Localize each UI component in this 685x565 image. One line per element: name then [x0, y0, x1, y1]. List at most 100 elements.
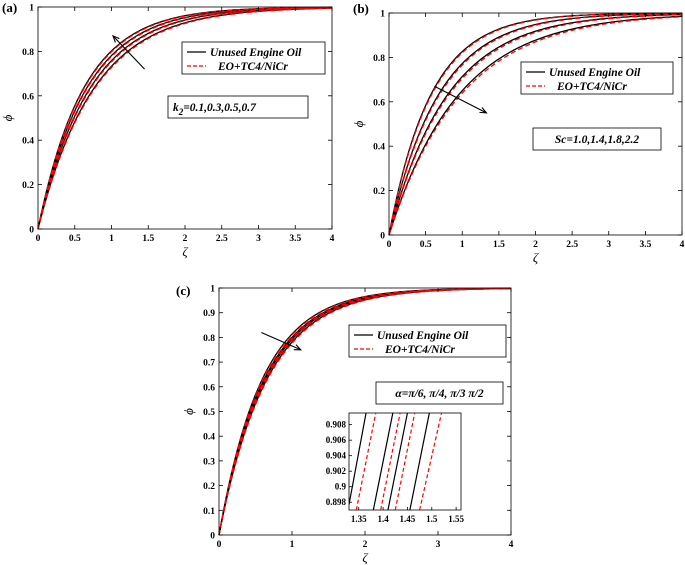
y-axis-label: ϕ — [351, 120, 366, 127]
y-tick-label: 0.8 — [22, 48, 34, 58]
panel-b: (b) 0 0.5 1 1.5 2 2.5 3 3.5 4 0 0.2 0.4 0.6 0.8 1 ζ ϕ Unus… — [351, 1, 685, 265]
y-tick-label: 0.6 — [373, 98, 385, 108]
x-axis-label: ζ — [182, 244, 188, 259]
series-line-unused-engine-oil-0 — [388, 12, 683, 236]
x-tick-label: 2 — [183, 234, 188, 244]
x-axis-label: ζ — [533, 250, 539, 265]
annotation-text: α=π/6, π/4, π/3 π/2 — [395, 388, 483, 400]
annotation-pre: k — [173, 102, 179, 114]
y-tick-label: 0.8 — [373, 54, 385, 64]
series-line-eo-tc4-nicr-7 — [218, 287, 512, 536]
inset-line-5 — [394, 413, 416, 510]
inset-x-tick-label: 1.4 — [377, 514, 389, 524]
legend-box — [520, 61, 674, 95]
x-tick-label: 1.5 — [142, 234, 154, 244]
parameter-annotation: α=π/6, π/4, π/3 π/2 — [375, 381, 504, 405]
legend: Unused Engine Oil EO+TC4/NiCr — [348, 324, 507, 358]
x-tick-label: 2 — [533, 240, 538, 250]
series-line-eo-tc4-nicr-4 — [218, 287, 512, 536]
series-line-eo-tc4-nicr-4 — [37, 7, 333, 230]
y-tick-label: 0.4 — [373, 143, 385, 153]
legend-entry-unused-engine-oil: Unused Engine Oil — [549, 67, 641, 79]
legend-entry-eo-tc4-nicr: EO+TC4/NiCr — [556, 81, 627, 93]
inset-y-tick-label: 0.908 — [326, 420, 347, 430]
series-line-unused-engine-oil-3 — [388, 15, 683, 236]
x-tick-label: 3.5 — [289, 234, 301, 244]
trend-arrow-head — [111, 34, 120, 43]
series-line-unused-engine-oil-2 — [388, 13, 683, 236]
panel-c: (c) 0 1 2 3 4 0 0.1 0.2 0.3 0.4 0.5 0.6 0.7 0.8 0.9 1 ζ ϕ U… — [176, 283, 514, 565]
y-axis-label: ϕ — [0, 114, 15, 121]
x-tick-label: 3 — [436, 540, 441, 550]
inset-line-4 — [387, 413, 409, 510]
trend-arrow-shaft — [112, 35, 145, 70]
y-tick-label: 0 — [29, 226, 34, 236]
annotation-sub: 2 — [178, 107, 184, 117]
legend-box — [181, 41, 326, 75]
y-tick-label: 0.7 — [203, 359, 215, 369]
x-tick-label: 4 — [680, 240, 685, 250]
x-tick-label: 2 — [363, 540, 368, 550]
y-tick-label: 0.8 — [203, 334, 215, 344]
series-line-eo-tc4-nicr-5 — [388, 13, 683, 236]
y-tick-label: 0.9 — [203, 309, 215, 319]
legend-entry-eo-tc4-nicr: EO+TC4/NiCr — [217, 61, 288, 73]
panel-label: (b) — [353, 1, 369, 16]
inset-y-tick-label: 0.9 — [335, 482, 347, 492]
series-line-eo-tc4-nicr-7 — [37, 6, 333, 230]
x-tick-label: 1 — [109, 234, 114, 244]
x-tick-label: 1 — [460, 240, 465, 250]
series-line-eo-tc4-nicr-6 — [37, 6, 333, 230]
series-line-unused-engine-oil-0 — [37, 7, 333, 230]
x-tick-label: 1 — [290, 540, 295, 550]
y-tick-label: 1 — [380, 10, 385, 20]
legend: Unused Engine Oil EO+TC4/NiCr — [520, 61, 674, 95]
inset-line-6 — [409, 413, 430, 510]
x-tick-label: 3.5 — [639, 240, 651, 250]
y-tick-label: 0.2 — [203, 482, 215, 492]
y-tick-label: 0 — [210, 532, 215, 542]
x-tick-label: 0 — [387, 240, 392, 250]
series-line-eo-tc4-nicr-5 — [37, 7, 333, 230]
x-tick-label: 2.5 — [216, 234, 228, 244]
annotation-box — [167, 95, 309, 119]
y-tick-label: 0.4 — [22, 137, 34, 147]
inset-x-tick-label: 1.55 — [448, 514, 464, 524]
x-tick-label: 0.5 — [69, 234, 81, 244]
inset-line-2 — [372, 413, 394, 510]
y-tick-label: 1 — [210, 285, 215, 295]
x-tick-label: 1.5 — [493, 240, 505, 250]
x-tick-label: 3 — [606, 240, 611, 250]
annotation-box — [375, 381, 504, 405]
legend-entry-eo-tc4-nicr: EO+TC4/NiCr — [384, 344, 455, 356]
annotation-post: =0.1,0.3,0.5,0.7 — [183, 102, 257, 114]
x-tick-label: 0 — [217, 540, 222, 550]
series-line-eo-tc4-nicr-6 — [388, 14, 683, 236]
y-tick-label: 0.4 — [203, 433, 215, 443]
y-tick-label: 0.5 — [203, 408, 215, 418]
panel-label: (c) — [176, 283, 190, 298]
legend-entry-unused-engine-oil: Unused Engine Oil — [377, 330, 469, 342]
inset-plot: 1.35 1.4 1.45 1.5 1.55 0.898 0.9 0.902 0.904 0.90… — [326, 412, 465, 524]
series-line-unused-engine-oil-1 — [388, 12, 683, 236]
trend-arrow-head — [479, 107, 488, 114]
trend-arrow-head — [293, 344, 303, 351]
parameter-annotation: k2=0.1,0.3,0.5,0.7 — [167, 95, 309, 119]
panel-label: (a) — [2, 0, 17, 15]
inset-x-tick-label: 1.45 — [400, 514, 416, 524]
legend-entry-unused-engine-oil: Unused Engine Oil — [210, 47, 302, 59]
inset-y-tick-label: 0.906 — [326, 435, 347, 445]
inset-line-7 — [419, 413, 443, 510]
y-tick-label: 0.2 — [373, 187, 385, 197]
x-tick-label: 4 — [330, 234, 335, 244]
y-tick-label: 0 — [380, 232, 385, 242]
axes-box — [388, 12, 683, 236]
inset-y-tick-label: 0.902 — [326, 466, 347, 476]
panel-a: (a) 0 0.5 1 1.5 2 2.5 3 3.5 4 0 0.2 0.4 0.6 0.8 1 ζ ϕ Unus… — [0, 0, 335, 259]
inset-line-1 — [355, 413, 377, 510]
y-axis-label: ϕ — [181, 408, 196, 415]
inset-x-tick-label: 1.5 — [426, 514, 438, 524]
y-tick-label: 0.1 — [203, 507, 215, 517]
x-tick-label: 0 — [36, 234, 41, 244]
